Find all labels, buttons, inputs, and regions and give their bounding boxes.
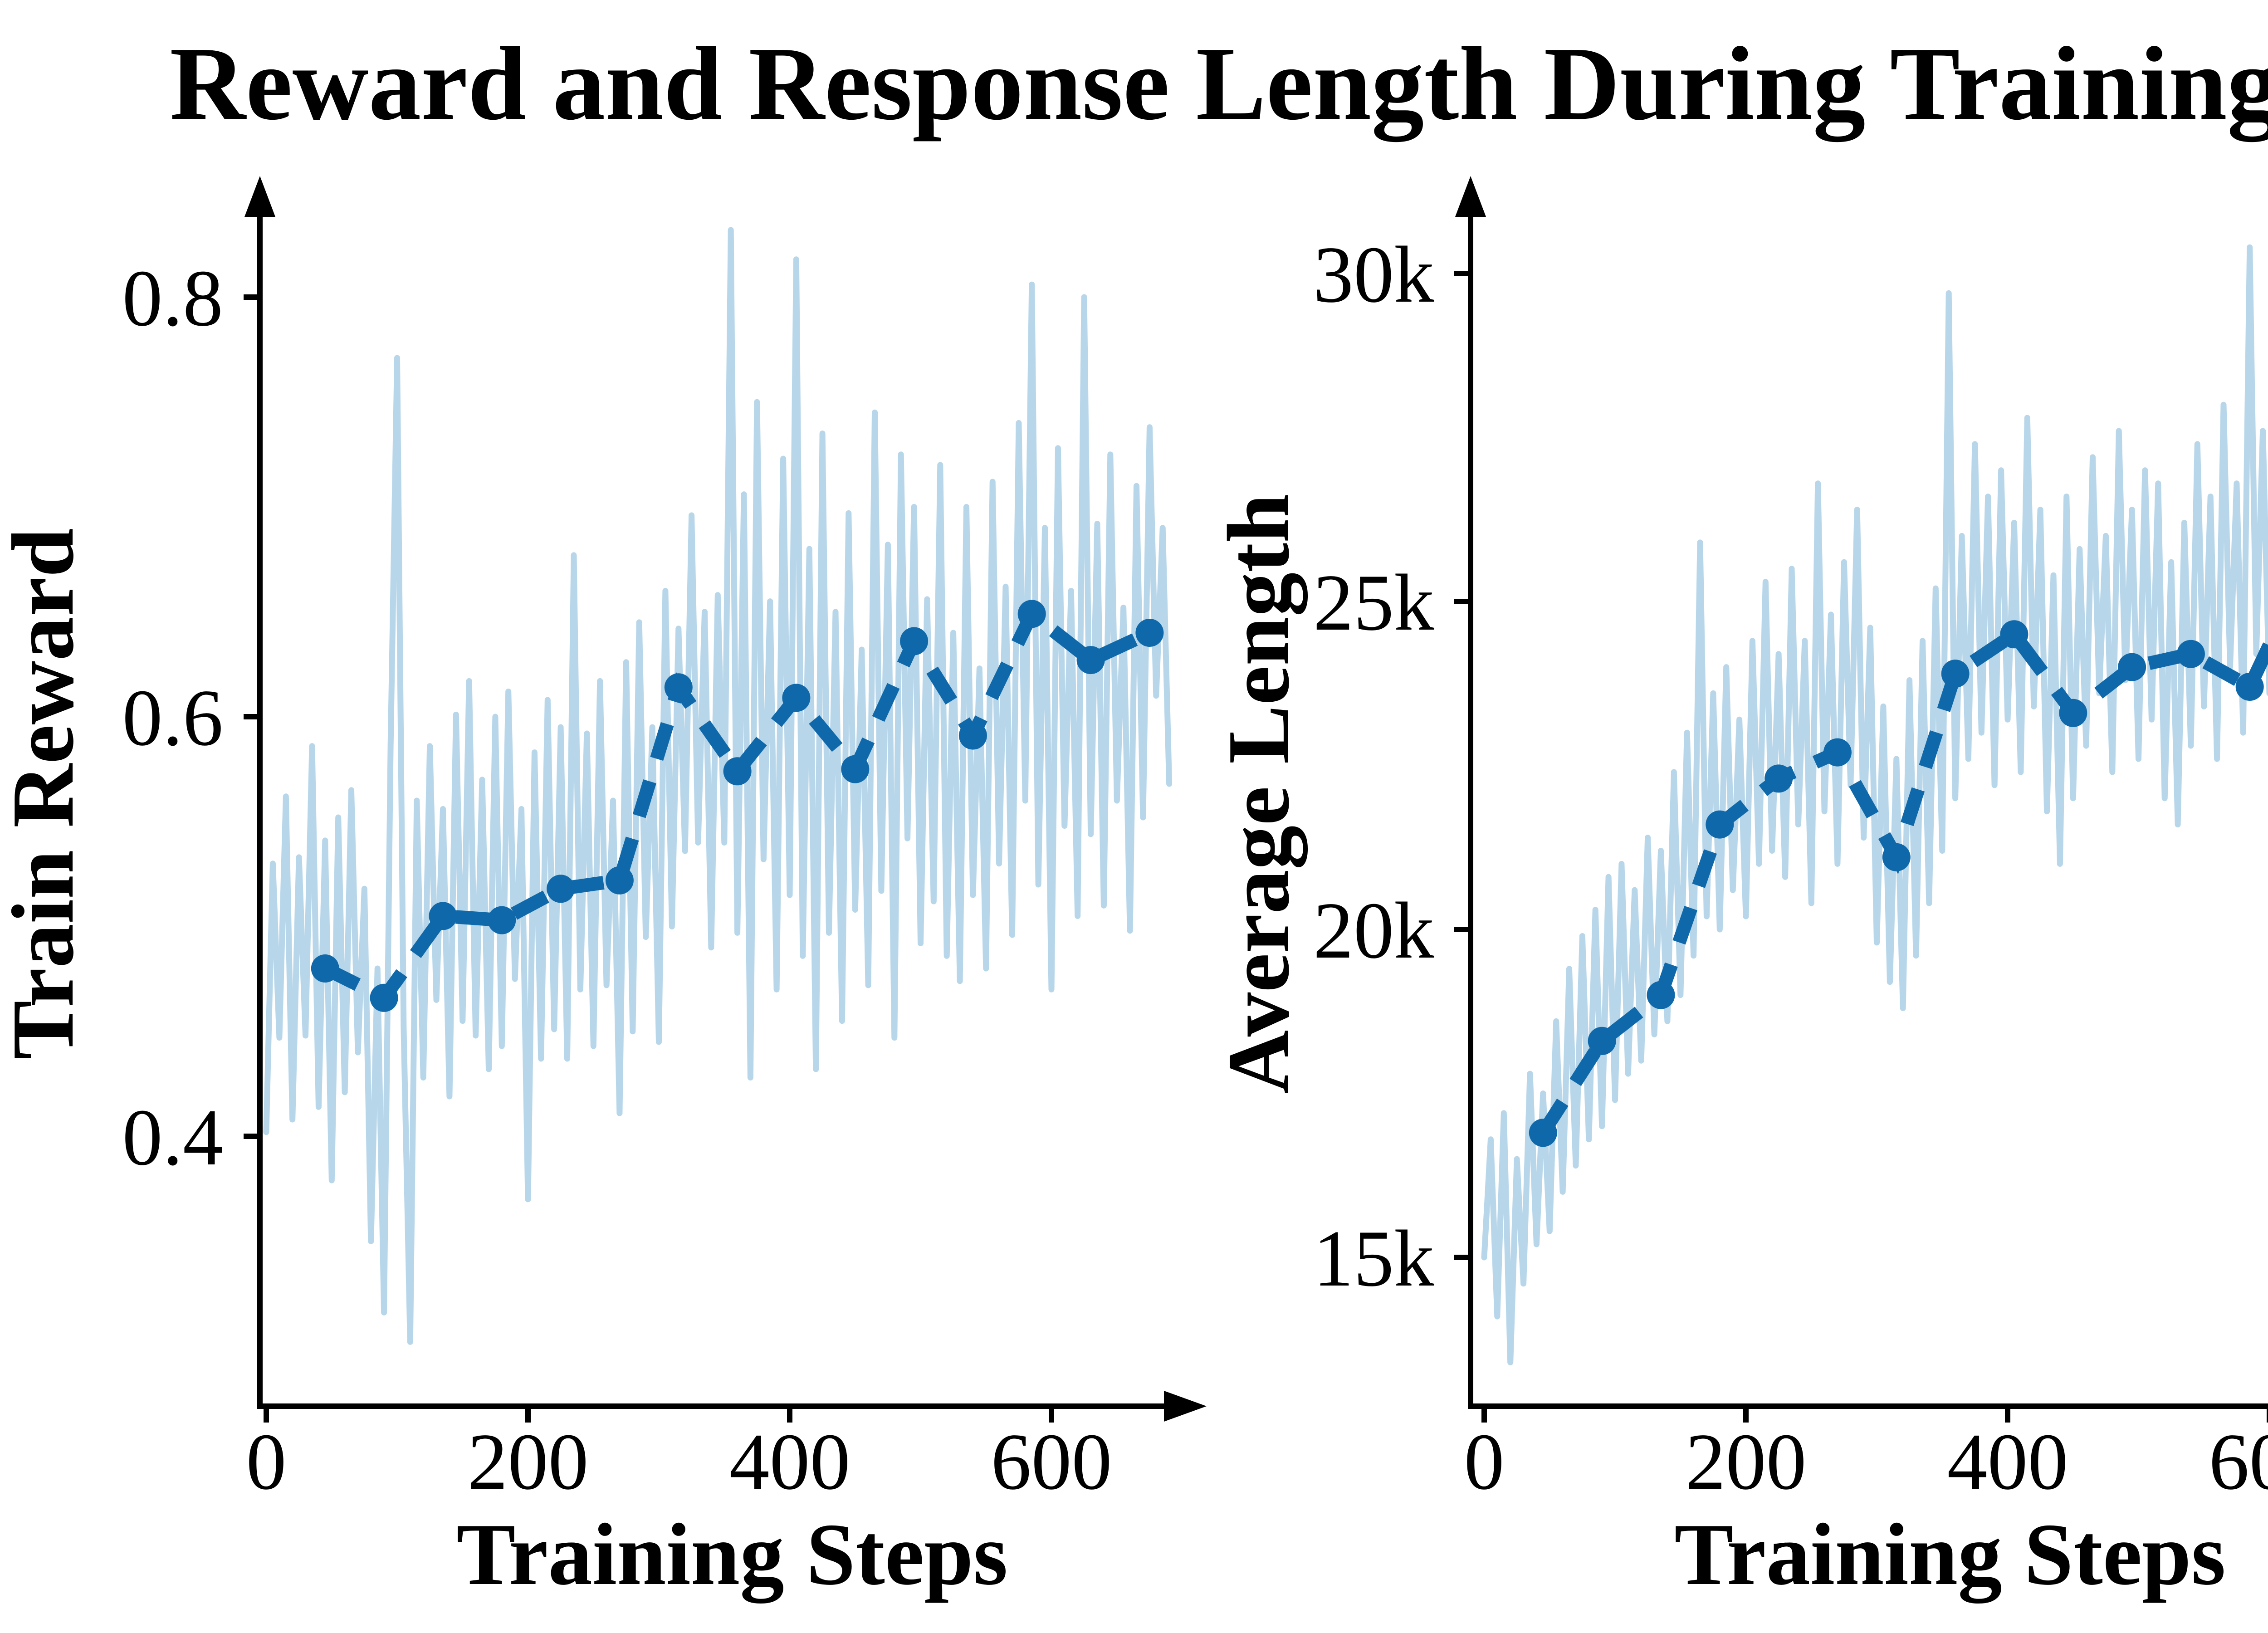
smoothed-length-line — [1537, 625, 2268, 1137]
smoothed-reward-marker — [605, 866, 634, 895]
smoothed-length-marker — [1706, 810, 1734, 839]
smoothed-length-marker — [2118, 653, 2146, 681]
smoothed-reward-marker — [547, 875, 575, 903]
smoothed-reward-marker — [900, 627, 929, 655]
x-tick-label: 600 — [991, 1417, 1112, 1506]
smoothed-length-marker — [1765, 764, 1793, 793]
smoothed-reward-line — [322, 603, 1153, 1007]
smoothed-length-marker — [2000, 620, 2028, 649]
smoothed-reward-marker — [311, 954, 339, 983]
smoothed-length-marker — [1647, 981, 1675, 1009]
smoothed-length-marker — [2059, 699, 2087, 727]
smoothed-reward-marker — [370, 983, 398, 1012]
left-xaxis-title: Training Steps — [456, 1506, 1007, 1604]
y-tick-label: 30k — [1313, 230, 1434, 319]
x-axis-arrowhead — [1164, 1391, 1207, 1422]
figure-title: Reward and Response Length During Traini… — [170, 25, 2268, 142]
y-tick-label: 25k — [1313, 557, 1434, 647]
smoothed-reward-marker — [664, 673, 693, 702]
smoothed-length-marker — [2235, 673, 2264, 701]
x-tick-label: 200 — [1686, 1417, 1807, 1506]
raw-length-line — [1481, 244, 2268, 1365]
smoothed-reward-marker — [782, 684, 811, 712]
y-tick-label: 15k — [1313, 1213, 1434, 1303]
left-yaxis-title: Train Reward — [0, 528, 92, 1060]
smoothed-reward-marker — [1076, 646, 1105, 675]
right-yaxis-title: Average Length — [1210, 494, 1308, 1094]
right-plot: 15k 20k 25k 30k 0 200 400 600 Training Steps Av… — [1210, 176, 2268, 1604]
smoothed-reward-marker — [958, 721, 987, 750]
y-tick-label: 0.6 — [122, 673, 224, 763]
x-tick-label: 400 — [1947, 1417, 2068, 1506]
smoothed-length-marker — [1588, 1027, 1616, 1055]
x-tick-label: 200 — [468, 1417, 589, 1506]
smoothed-length-marker — [1823, 738, 1852, 767]
smoothed-reward-marker — [1135, 619, 1164, 647]
y-axis-arrowhead — [1455, 176, 1486, 217]
smoothed-reward-marker — [841, 755, 870, 783]
smoothed-length-marker — [1941, 660, 1970, 688]
smoothed-reward-marker — [429, 902, 457, 930]
y-tick-label: 20k — [1313, 885, 1434, 975]
right-plot-series — [1481, 244, 2268, 1365]
left-plot: 0.4 0.6 0.8 0 200 400 600 Training Steps Train… — [0, 176, 1207, 1604]
left-plot-axes: 0.4 0.6 0.8 0 200 400 600 — [122, 176, 1207, 1506]
x-tick-label: 600 — [2209, 1417, 2268, 1506]
smoothed-reward-marker — [723, 757, 752, 786]
smoothed-length-marker — [1882, 843, 1911, 871]
right-plot-axes: 15k 20k 25k 30k 0 200 400 600 — [1313, 176, 2268, 1506]
smoothed-length-marker — [2176, 640, 2205, 668]
right-xaxis-title: Training Steps — [1674, 1506, 2225, 1604]
smoothed-length-marker — [1529, 1119, 1557, 1147]
y-tick-label: 0.8 — [122, 253, 224, 343]
y-axis-arrowhead — [244, 176, 275, 217]
raw-reward-line — [263, 227, 1173, 1345]
x-tick-label: 0 — [246, 1417, 287, 1506]
x-tick-label: 0 — [1464, 1417, 1505, 1506]
x-tick-label: 400 — [729, 1417, 850, 1506]
smoothed-reward-marker — [488, 906, 516, 934]
smoothed-reward-marker — [1017, 600, 1046, 628]
y-tick-label: 0.4 — [122, 1092, 224, 1182]
left-plot-series — [263, 227, 1173, 1345]
